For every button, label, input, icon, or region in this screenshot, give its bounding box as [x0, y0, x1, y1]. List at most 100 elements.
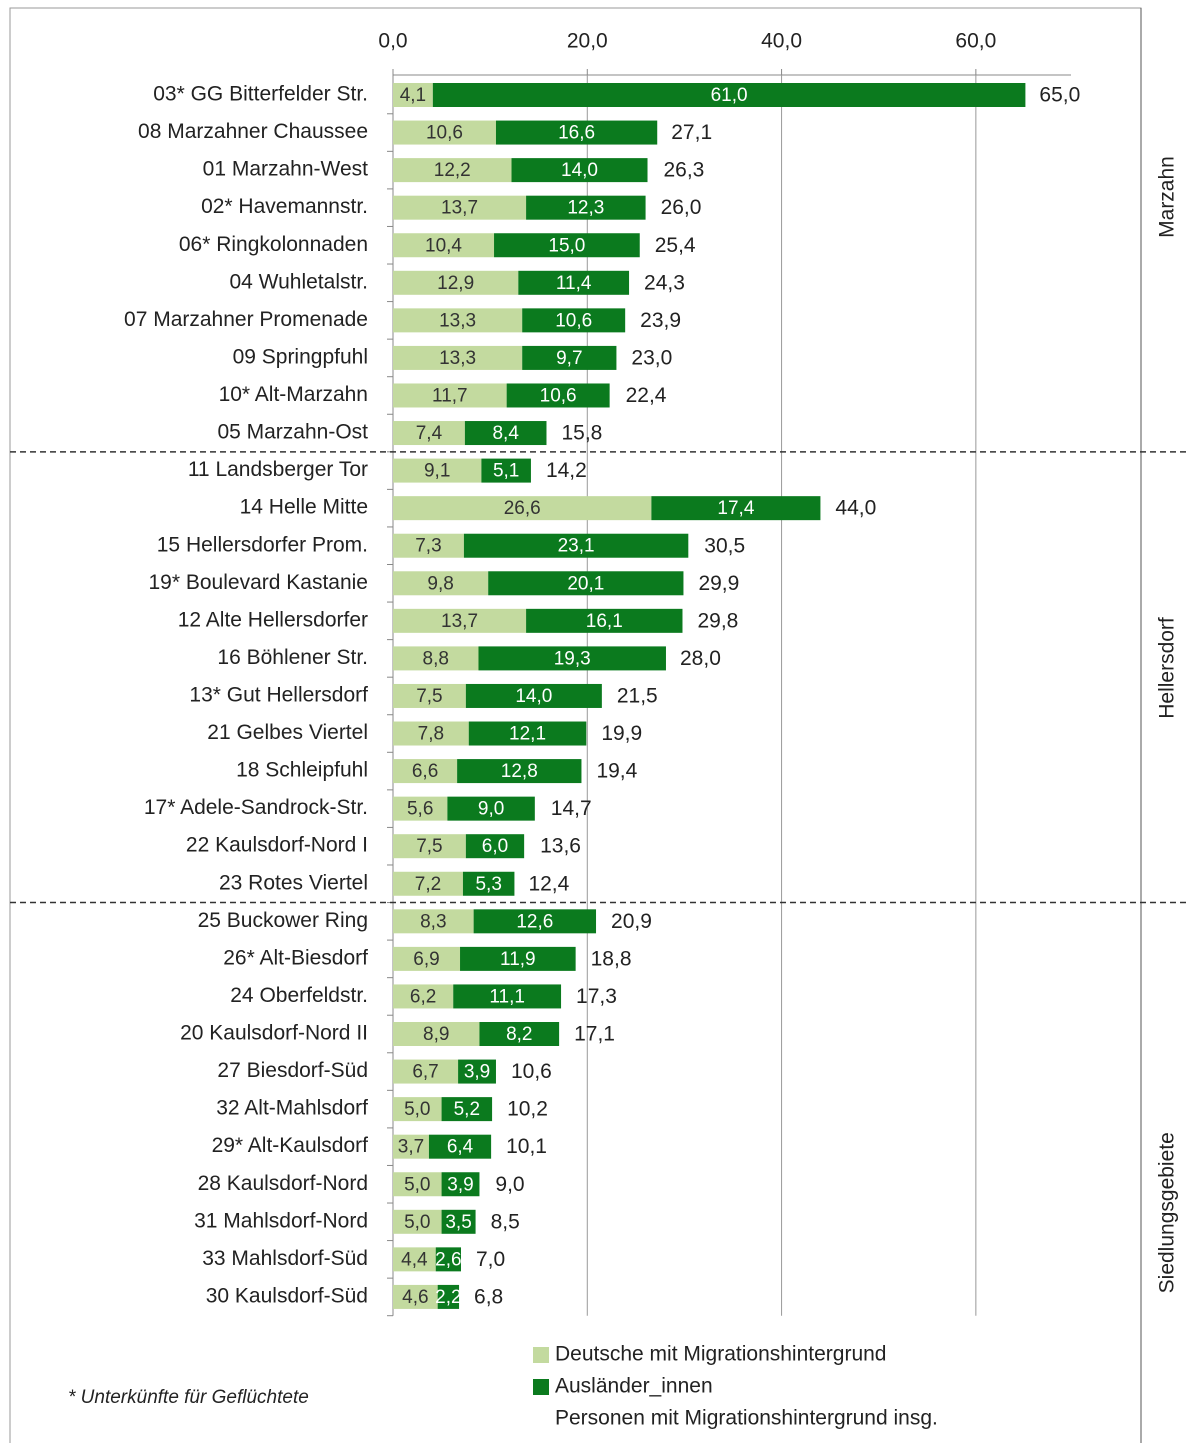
bar-segment	[460, 946, 576, 971]
bar-label: 10,6	[426, 123, 463, 144]
bar-label: 8,2	[506, 1024, 532, 1045]
bar-segment	[478, 646, 666, 671]
bar-segment	[495, 120, 658, 145]
y-tick-label: 28 Kaulsdorf-Nord	[198, 1172, 368, 1195]
total-label: 26,0	[661, 196, 702, 219]
bar-segment	[393, 1172, 442, 1197]
bar-label: 11,9	[500, 949, 536, 970]
bar-segment	[463, 533, 689, 558]
total-label: 18,8	[591, 947, 632, 970]
y-tick-label: 07 Marzahner Promenade	[124, 308, 368, 331]
total-label: 21,5	[617, 685, 658, 708]
y-tick-label: 13* Gut Hellersdorf	[189, 684, 368, 707]
y-tick-label: 17* Adele-Sandrock-Str.	[144, 796, 368, 819]
total-label: 10,6	[511, 1060, 552, 1083]
bar-segment	[428, 1134, 492, 1159]
bar-segment	[393, 721, 469, 746]
bar-segment	[393, 1209, 442, 1234]
bar-segment	[479, 1022, 560, 1046]
bar-segment	[393, 871, 463, 896]
bar-label: 12,6	[516, 911, 553, 932]
bar-segment	[393, 383, 507, 408]
bar-label: 8,3	[420, 911, 446, 932]
bar-label: 16,1	[586, 611, 623, 632]
bar-label: 5,3	[475, 874, 501, 895]
bar-label: 17,4	[717, 498, 754, 519]
bar-label: 12,2	[434, 160, 471, 181]
bar-label: 4,4	[401, 1249, 428, 1270]
bar-segment	[465, 683, 602, 708]
y-tick-label: 03* GG Bitterfelder Str.	[153, 83, 368, 106]
total-label: 8,5	[491, 1210, 520, 1233]
bar-segment	[393, 1022, 480, 1046]
bar-label: 11,1	[489, 986, 525, 1007]
bar-segment	[393, 646, 479, 671]
group-label: Siedlungsgebiete	[1156, 1132, 1179, 1293]
total-label: 13,6	[540, 835, 581, 858]
bar-segment	[651, 496, 821, 521]
y-tick-label: 01 Marzahn-West	[203, 158, 369, 181]
total-label: 10,2	[507, 1098, 548, 1121]
bar-segment	[481, 458, 531, 483]
bar-segment	[464, 421, 547, 446]
total-label: 25,4	[655, 234, 696, 257]
bar-segment	[393, 984, 454, 1009]
bar-segment	[393, 608, 527, 633]
bar-segment	[393, 458, 482, 483]
total-label: 28,0	[680, 647, 721, 670]
bar-label: 6,0	[482, 836, 508, 857]
bar-label: 8,9	[423, 1024, 449, 1045]
bar-segment	[494, 233, 640, 258]
y-tick-label: 18 Schleipfuhl	[236, 759, 368, 782]
bar-label: 19,3	[554, 648, 591, 669]
y-tick-label: 10* Alt-Marzahn	[219, 383, 368, 406]
y-tick-label: 32 Alt-Mahlsdorf	[216, 1097, 368, 1120]
bar-label: 10,4	[425, 235, 462, 256]
bar-label: 6,9	[413, 949, 439, 970]
legend-label: Personen mit Migrationshintergrund insg.	[555, 1407, 938, 1430]
bar-segment	[393, 233, 495, 258]
bar-segment	[465, 834, 525, 859]
total-label: 17,3	[576, 985, 617, 1008]
bar-label: 12,3	[567, 198, 604, 219]
bar-label: 13,3	[439, 310, 476, 331]
y-tick-label: 09 Springpfuhl	[233, 345, 368, 368]
bar-segment	[393, 83, 433, 107]
bar-segment	[447, 796, 535, 821]
bar-segment	[393, 195, 527, 220]
legend-label: Ausländer_innen	[555, 1375, 713, 1398]
bar-label: 9,8	[427, 573, 453, 594]
bar-label: 5,6	[407, 799, 433, 820]
bar-label: 26,6	[504, 498, 541, 519]
bar-segment	[441, 1209, 476, 1234]
total-label: 15,8	[561, 422, 602, 445]
total-label: 14,7	[551, 797, 592, 820]
total-label: 44,0	[835, 497, 876, 520]
bar-label: 6,2	[410, 986, 436, 1007]
bar-segment	[393, 120, 496, 145]
legend-swatch	[533, 1379, 549, 1395]
bar-segment	[393, 345, 523, 370]
bar-segment	[441, 1097, 493, 1122]
total-label: 65,0	[1039, 84, 1080, 107]
bar-label: 5,1	[493, 461, 519, 482]
bar-label: 11,7	[432, 385, 468, 406]
x-tick-label: 0,0	[378, 30, 407, 53]
bar-segment	[393, 1284, 438, 1309]
footnote: * Unterkünfte für Geflüchtete	[68, 1387, 309, 1408]
bar-label: 2,2	[435, 1287, 461, 1308]
bar-segment	[393, 683, 466, 708]
bar-segment	[522, 308, 626, 333]
y-tick-label: 14 Helle Mitte	[240, 496, 368, 519]
y-tick-label: 21 Gelbes Viertel	[207, 721, 368, 744]
bar-label: 7,2	[415, 874, 441, 895]
total-label: 26,3	[663, 159, 704, 182]
y-tick-label: 23 Rotes Viertel	[219, 871, 368, 894]
bar-segment	[506, 383, 610, 408]
bar-segment	[526, 195, 646, 220]
bar-label: 14,0	[515, 686, 552, 707]
bar-segment	[393, 1247, 436, 1272]
bar-label: 7,3	[415, 536, 441, 557]
bar-label: 3,9	[447, 1174, 473, 1195]
bar-label: 2,6	[435, 1249, 461, 1270]
